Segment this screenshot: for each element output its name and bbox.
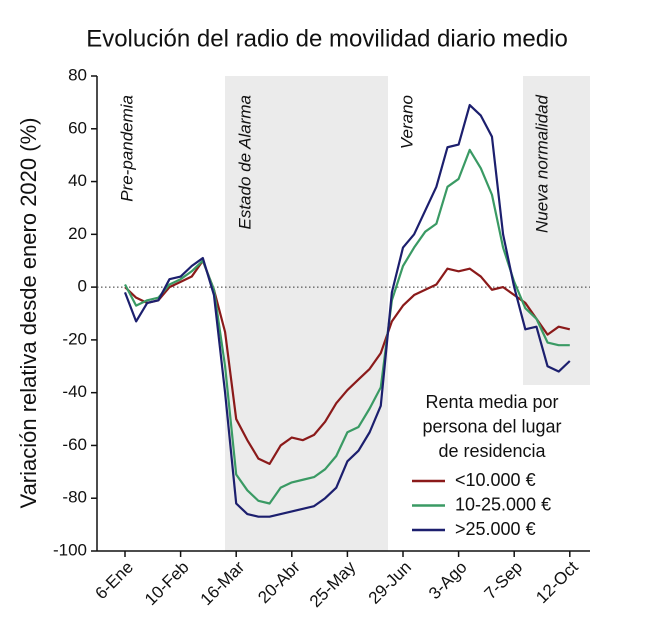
shaded-period [225, 76, 388, 551]
y-tick-label: -40 [62, 382, 87, 401]
legend-label: >25.000 € [455, 519, 536, 539]
annotation: Verano [397, 95, 416, 149]
y-tick-label: -20 [62, 329, 87, 348]
x-tick-label: 6-Ene [91, 558, 137, 604]
y-axis-label: Variación relativa desde enero 2020 (%) [16, 118, 41, 509]
legend-title: persona del lugar [422, 416, 561, 436]
x-tick-label: 10-Feb [141, 558, 193, 610]
annotation: Nueva normalidad [532, 94, 551, 233]
x-tick-label: 16-Mar [197, 557, 249, 609]
series-line [124, 148, 570, 505]
series-line [124, 259, 571, 466]
legend-title: Renta media por [425, 392, 558, 412]
x-tick-label: 3-Ago [425, 558, 471, 604]
chart-title: Evolución del radio de movilidad diario … [86, 25, 568, 52]
x-tick-label: 7-Sep [481, 558, 527, 604]
y-tick-label: -60 [62, 435, 87, 454]
legend-label: <10.000 € [455, 470, 536, 490]
x-tick-label: 12-Oct [532, 557, 582, 607]
y-tick-label: 80 [68, 65, 87, 84]
x-tick-label: 25-May [306, 557, 360, 611]
annotation: Pre-pandemia [117, 95, 136, 202]
y-tick-label: 40 [68, 171, 87, 190]
series-line [123, 103, 571, 518]
x-tick-label: 29-Jun [365, 558, 415, 608]
y-tick-label: 60 [68, 118, 87, 137]
x-tick-label: 20-Abr [254, 557, 304, 607]
y-tick-label: 20 [68, 224, 87, 243]
annotation: Estado de Alarma [235, 95, 254, 230]
y-tick-label: -100 [53, 540, 87, 559]
y-tick-label: 0 [78, 277, 87, 296]
shaded-period [523, 76, 590, 385]
legend-title: de residencia [438, 441, 546, 461]
legend-label: 10-25.000 € [455, 494, 551, 514]
y-tick-label: -80 [62, 488, 87, 507]
